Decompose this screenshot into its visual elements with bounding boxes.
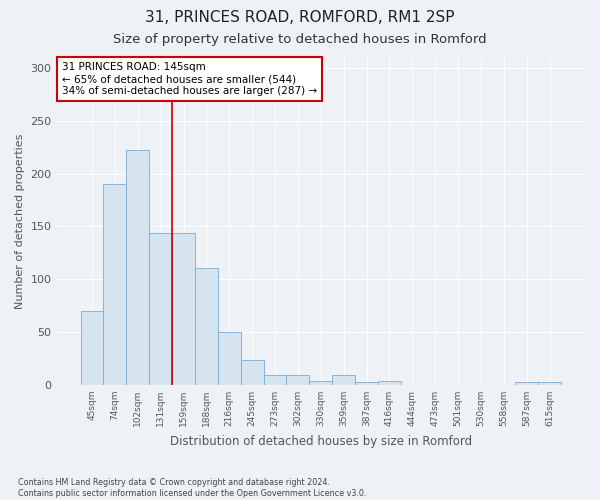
Bar [218,332,241,385]
Bar [195,268,218,385]
Text: 31 PRINCES ROAD: 145sqm
← 65% of detached houses are smaller (544)
34% of semi-d: 31 PRINCES ROAD: 145sqm ← 65% of detache… [62,62,317,96]
Bar [332,376,355,385]
Bar [378,380,401,385]
Bar [127,150,149,385]
Bar [286,376,310,385]
Bar [172,233,195,385]
Bar [80,311,103,385]
Bar [103,184,127,385]
Text: Contains HM Land Registry data © Crown copyright and database right 2024.
Contai: Contains HM Land Registry data © Crown c… [18,478,367,498]
Text: Size of property relative to detached houses in Romford: Size of property relative to detached ho… [113,32,487,46]
Bar [149,233,172,385]
Bar [310,380,332,385]
Bar [263,376,286,385]
Text: 31, PRINCES ROAD, ROMFORD, RM1 2SP: 31, PRINCES ROAD, ROMFORD, RM1 2SP [145,10,455,25]
Bar [538,382,561,385]
Y-axis label: Number of detached properties: Number of detached properties [15,134,25,309]
Bar [515,382,538,385]
Bar [355,382,378,385]
Bar [241,360,263,385]
X-axis label: Distribution of detached houses by size in Romford: Distribution of detached houses by size … [170,434,472,448]
